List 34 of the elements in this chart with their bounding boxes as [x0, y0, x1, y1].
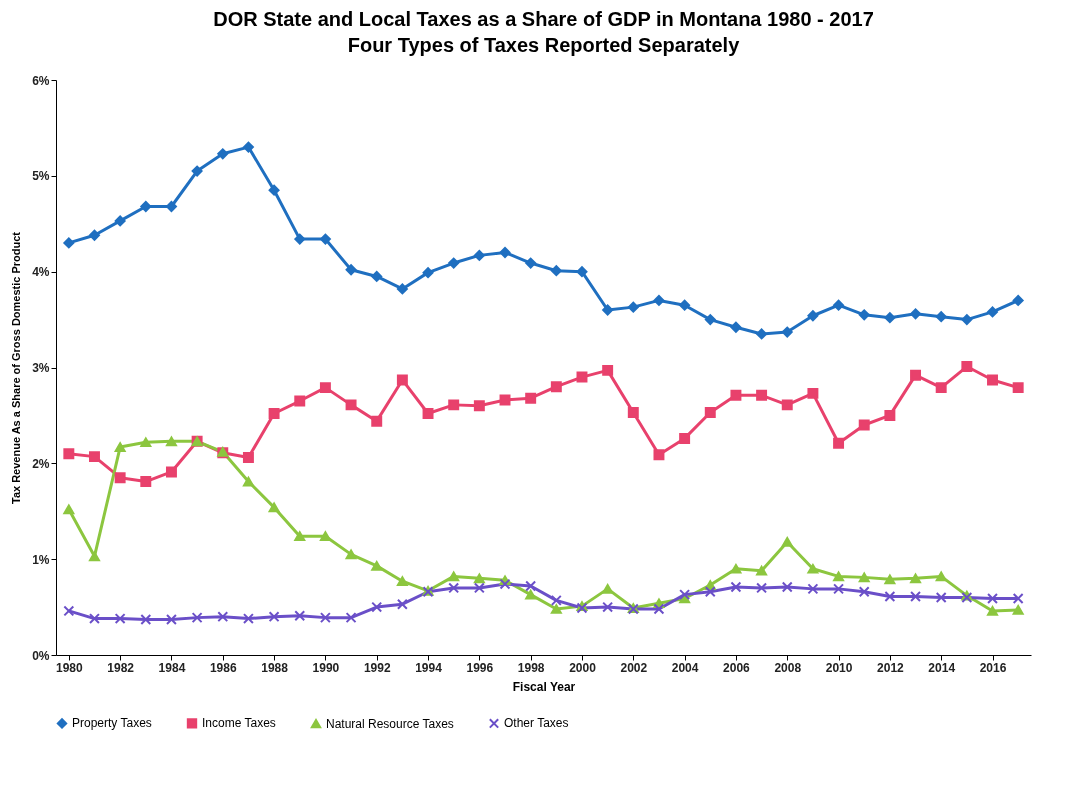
x-tick-label: 1990: [312, 660, 340, 675]
x-tick-label: 1984: [158, 660, 186, 675]
y-tick-label: 6%: [32, 73, 50, 88]
x-tick-label: 2012: [877, 660, 905, 675]
y-tick-label: 4%: [32, 265, 50, 280]
x-tick-label: 1992: [363, 660, 391, 675]
legend-label: Income Taxes: [202, 716, 276, 731]
x-tick-label: 2016: [979, 660, 1007, 675]
legend-label: Property Taxes: [72, 716, 152, 731]
chart-subtitle: Four Types of Taxes Reported Separately: [347, 34, 741, 56]
x-tick-label: 2002: [620, 660, 648, 675]
x-tick-label: 1994: [415, 660, 443, 675]
x-tick-label: 1998: [517, 660, 545, 675]
x-tick-label: 2006: [723, 660, 751, 675]
x-tick-label: 2000: [569, 660, 597, 675]
x-tick-label: 1980: [55, 660, 83, 675]
y-tick-label: 1%: [32, 552, 50, 567]
x-tick-label: 1988: [261, 660, 289, 675]
x-tick-label: 2004: [671, 660, 699, 675]
legend-label: Other Taxes: [504, 716, 569, 731]
legend-label: Natural Resource Taxes: [326, 716, 454, 731]
x-axis-title: Fiscal Year: [512, 679, 576, 694]
x-tick-label: 2008: [774, 660, 802, 675]
x-tick-label: 1982: [107, 660, 135, 675]
y-axis-title: Tax Revenue As a Share of Gross Domestic Product: [10, 231, 23, 505]
y-tick-label: 3%: [32, 361, 50, 375]
x-tick-label: 2014: [928, 660, 956, 675]
y-tick-label: 5%: [32, 169, 50, 184]
x-tick-label: 1986: [209, 660, 237, 675]
y-tick-label: 0%: [32, 648, 50, 663]
chart-title: DOR State and Local Taxes as a Share of GDP in Montana 1980 - 2017: [213, 8, 874, 30]
x-tick-label: 1996: [466, 660, 494, 675]
y-tick-label: 2%: [32, 456, 50, 471]
x-tick-label: 2010: [825, 660, 853, 675]
